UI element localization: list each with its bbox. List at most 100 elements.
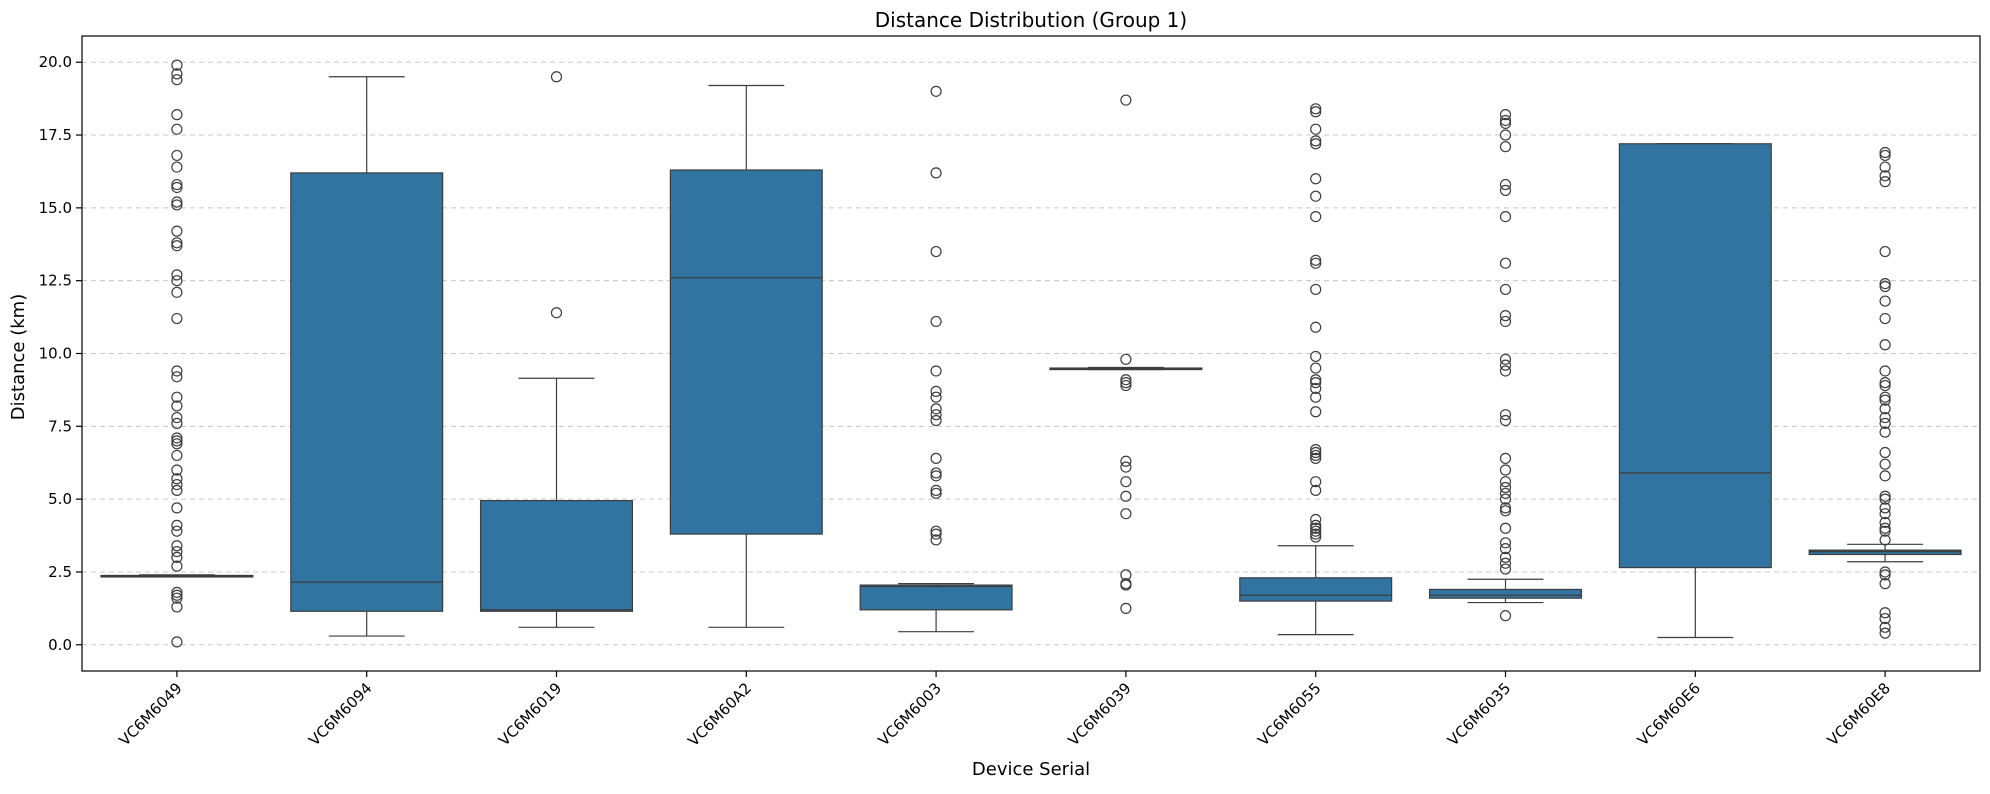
outlier-point — [1120, 602, 1132, 614]
outlier-point — [1879, 176, 1891, 188]
outlier-point — [1879, 365, 1891, 377]
outlier-point — [171, 196, 183, 208]
outlier-point — [171, 240, 183, 252]
box-iqr — [669, 169, 823, 535]
outlier-point — [171, 464, 183, 476]
y-tick-label: 15.0 — [39, 199, 72, 217]
outlier-point — [1499, 487, 1512, 499]
outlier-point — [1499, 493, 1512, 505]
outlier-point — [1879, 417, 1891, 430]
outlier-point — [171, 312, 183, 325]
outlier-point — [1499, 283, 1512, 296]
outlier-point — [171, 417, 183, 430]
box-iqr — [1428, 588, 1583, 599]
outlier-point — [1879, 508, 1891, 520]
outlier-point — [1499, 365, 1512, 377]
outlier-point — [1310, 350, 1322, 363]
outlier-point — [1499, 310, 1512, 322]
outlier-point — [171, 525, 183, 537]
outlier-point — [1499, 481, 1512, 494]
y-tick-label: 0.0 — [48, 636, 72, 654]
outlier-point — [1499, 409, 1512, 421]
outlier-point — [1310, 531, 1322, 543]
box-group — [290, 76, 444, 637]
outlier-point — [1310, 528, 1322, 540]
outlier-point — [1879, 458, 1891, 470]
outlier-point — [1310, 123, 1322, 135]
outlier-point — [1499, 414, 1512, 427]
outlier-point — [1499, 359, 1512, 371]
box-iqr — [859, 584, 1013, 611]
box-iqr — [290, 172, 444, 612]
outlier-point — [171, 484, 183, 497]
outlier-point — [930, 525, 942, 537]
outlier-point — [1879, 502, 1891, 514]
outlier-point — [1499, 141, 1512, 153]
outlier-point — [171, 275, 183, 287]
outlier-point — [930, 534, 942, 546]
outlier-point — [1310, 525, 1322, 537]
outlier-point — [171, 181, 183, 194]
outlier-point — [171, 502, 183, 514]
outlier-point — [1879, 394, 1891, 406]
outlier-point — [1499, 557, 1512, 569]
outlier-point — [1879, 621, 1891, 633]
outlier-point — [1499, 114, 1512, 127]
y-axis-ticks: 0.0 2.5 5.0 7.5 10.0 12.5 15.0 17.5 20.0 — [39, 53, 82, 654]
outlier-point — [1310, 513, 1322, 526]
box-group — [1239, 103, 1393, 636]
outlier-point — [171, 109, 183, 121]
outlier-point — [1499, 543, 1512, 555]
box-group — [1808, 146, 1962, 639]
outlier-point — [171, 411, 183, 424]
outlier-point — [930, 484, 942, 497]
outlier-point — [171, 400, 183, 412]
outlier-point — [1499, 178, 1512, 191]
outlier-point — [1310, 406, 1322, 418]
outlier-point — [1499, 502, 1512, 514]
outlier-point — [1499, 476, 1512, 488]
outlier-point — [1879, 607, 1891, 619]
outlier-point — [171, 473, 183, 485]
y-tick-label: 5.0 — [48, 490, 72, 508]
outlier-point — [171, 269, 183, 281]
box-iqr — [1808, 549, 1962, 556]
outlier-point — [1879, 578, 1891, 590]
outlier-point — [171, 178, 183, 191]
outlier-point — [171, 161, 183, 173]
outlier-point — [1310, 173, 1322, 185]
outlier-point — [1310, 374, 1322, 386]
outlier-point — [1879, 534, 1891, 546]
outlier-point — [1499, 184, 1512, 196]
outlier-point — [550, 71, 563, 83]
outlier-point — [171, 237, 183, 249]
outlier-point — [930, 167, 942, 179]
outlier-point — [1879, 312, 1891, 325]
outlier-point — [1120, 377, 1132, 389]
y-tick-label: 17.5 — [39, 126, 72, 144]
outlier-point — [930, 452, 942, 464]
outlier-point — [1879, 379, 1891, 392]
box-iqr — [1618, 143, 1772, 569]
outlier-point — [171, 540, 183, 552]
outlier-point — [1499, 464, 1512, 476]
box-iqr — [1239, 577, 1393, 602]
outlier-point — [1879, 493, 1891, 505]
outlier-point — [1499, 505, 1512, 517]
outlier-point — [930, 315, 942, 328]
outlier-point — [930, 528, 942, 540]
outlier-point — [171, 371, 183, 383]
outlier-point — [930, 245, 942, 258]
outlier-point — [930, 391, 942, 403]
outlier-point — [1879, 391, 1891, 403]
outlier-point — [930, 403, 942, 415]
outlier-point — [930, 365, 942, 377]
box-group — [100, 59, 254, 648]
outlier-point — [1310, 446, 1322, 459]
outlier-point — [1879, 426, 1891, 438]
outlier-point — [1310, 321, 1322, 333]
outlier-point — [1879, 377, 1891, 389]
y-tick-label: 2.5 — [48, 563, 72, 581]
